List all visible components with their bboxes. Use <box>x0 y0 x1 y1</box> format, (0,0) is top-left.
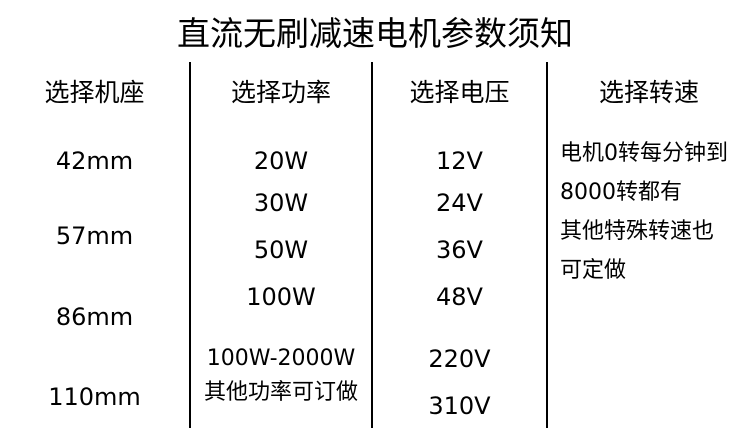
speed-line-1: 8000转都有 <box>560 180 682 205</box>
cell-power-3: 100W <box>246 283 316 311</box>
cell-voltage-0: 12V <box>436 147 483 175</box>
cell-frame-size-2: 86mm <box>55 303 134 331</box>
cell-power-4: 100W-2000W <box>206 346 356 371</box>
column-speed: 选择转速 电机0转每分钟到 8000转都有 其他特殊转速也 可定做 <box>548 62 750 428</box>
column-header-frame-size: 选择机座 <box>44 78 145 107</box>
column-frame-size: 选择机座 42mm 57mm 86mm 110mm <box>0 62 189 428</box>
speed-line-0: 电机0转每分钟到 <box>560 141 728 166</box>
cell-frame-size-1: 57mm <box>55 222 134 250</box>
speed-description: 电机0转每分钟到 8000转都有 其他特殊转速也 可定做 <box>560 134 736 290</box>
speed-line-3: 可定做 <box>560 258 627 283</box>
column-header-speed: 选择转速 <box>598 78 699 107</box>
cell-power-5: 其他功率可订做 <box>203 380 358 405</box>
cell-power-1: 30W <box>253 189 309 217</box>
cell-voltage-3: 48V <box>436 283 483 311</box>
cell-voltage-5: 310V <box>428 392 491 420</box>
cell-voltage-4: 220V <box>428 345 491 373</box>
cell-voltage-1: 24V <box>436 189 483 217</box>
cell-voltage-2: 36V <box>436 236 483 264</box>
page-title: 直流无刷减速电机参数须知 <box>177 14 573 53</box>
cell-power-0: 20W <box>253 147 309 175</box>
column-header-voltage: 选择电压 <box>409 78 510 107</box>
column-power: 选择功率 20W 30W 50W 100W 100W-2000W 其他功率可订做 <box>191 62 371 428</box>
cell-power-2: 50W <box>253 236 309 264</box>
column-divider-1 <box>189 62 191 428</box>
column-header-power: 选择功率 <box>230 78 331 107</box>
column-divider-3 <box>546 62 548 428</box>
cell-frame-size-0: 42mm <box>55 147 134 175</box>
column-voltage: 选择电压 12V 24V 36V 48V 220V 310V <box>373 62 546 428</box>
speed-line-2: 其他特殊转速也 <box>560 219 715 244</box>
column-divider-2 <box>371 62 373 428</box>
cell-frame-size-3: 110mm <box>48 383 141 411</box>
